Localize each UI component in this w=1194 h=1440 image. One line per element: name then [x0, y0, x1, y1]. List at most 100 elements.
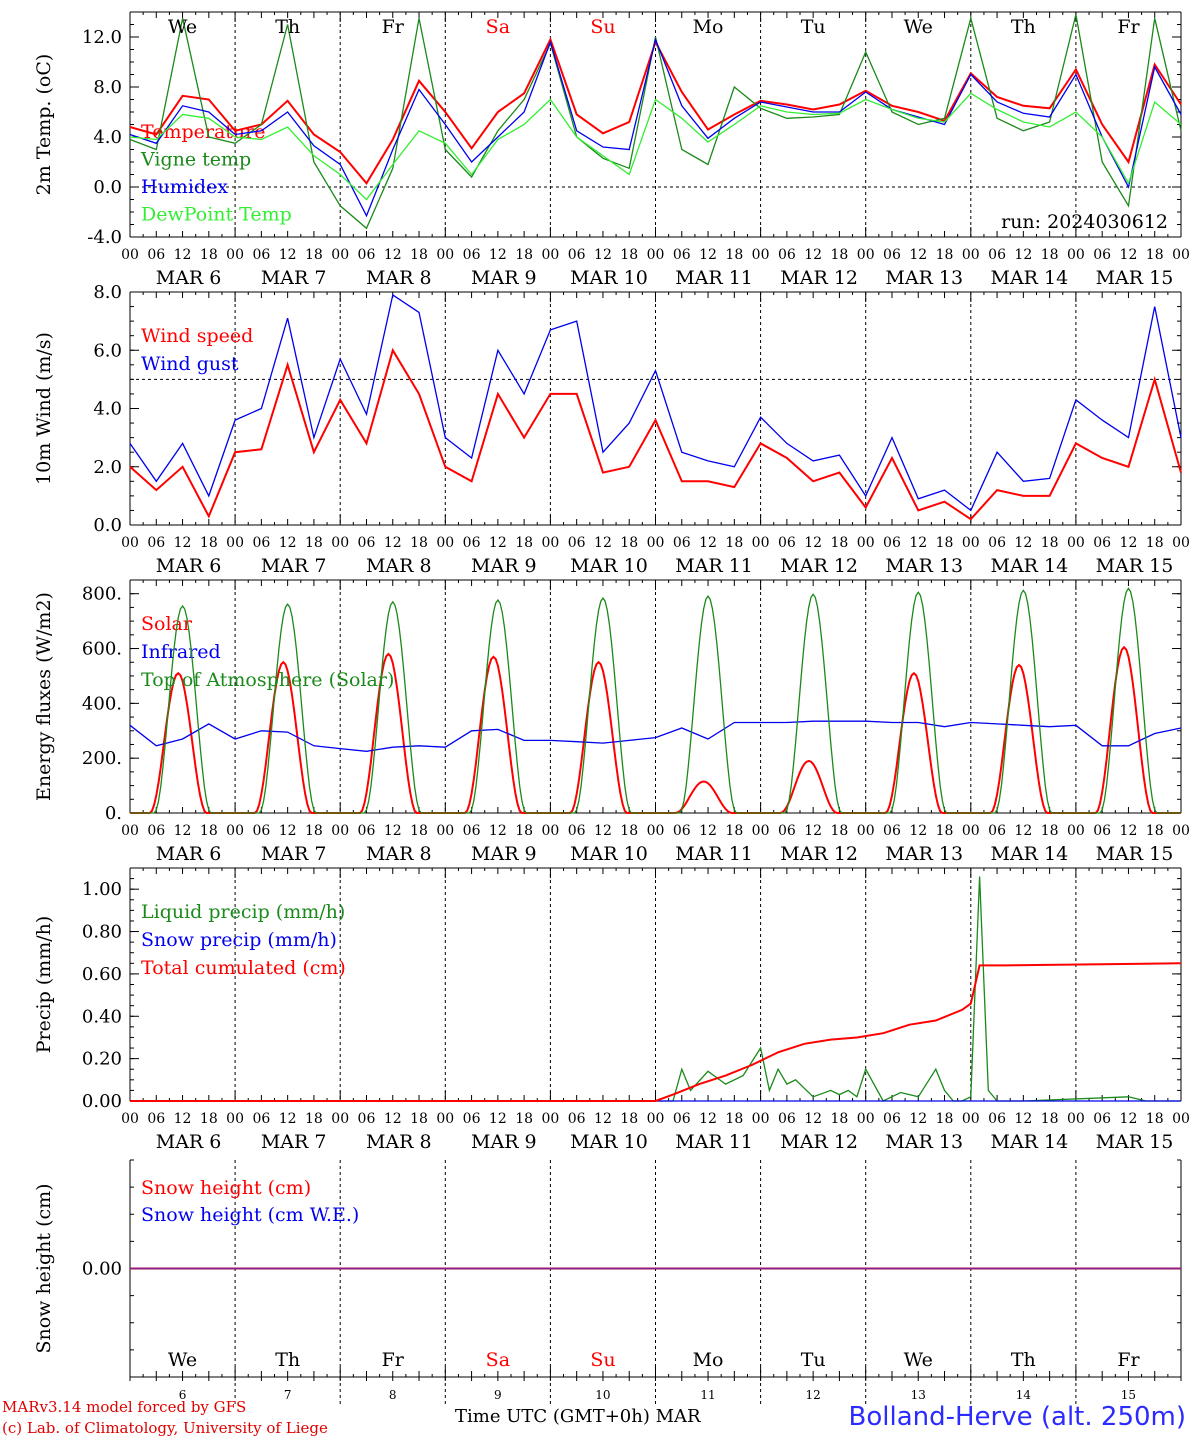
- date-label: MAR 7: [261, 1131, 327, 1153]
- hour-tick-label: 06: [463, 823, 481, 839]
- hour-tick-label: 18: [200, 247, 218, 263]
- hour-tick-label: 06: [673, 535, 691, 551]
- date-label: MAR 6: [156, 267, 222, 289]
- hour-tick-label: 12: [279, 823, 297, 839]
- hour-tick-label: 18: [725, 247, 743, 263]
- hour-tick-label: 18: [1146, 535, 1164, 551]
- legend-entry: Top of Atmosphere (Solar): [141, 669, 394, 691]
- hour-tick-label: 12: [174, 1111, 192, 1127]
- series-line-wind-speed: [129, 347, 1182, 521]
- date-label: MAR 10: [570, 555, 648, 577]
- legend-entry: Temperature: [141, 121, 265, 143]
- hour-tick-label: 06: [778, 823, 796, 839]
- hour-tick-label: 12: [384, 535, 402, 551]
- hour-tick-label: 18: [1041, 247, 1059, 263]
- date-label: MAR 9: [471, 843, 537, 865]
- hour-tick-label: 00: [436, 823, 454, 839]
- hour-tick-label: 18: [831, 247, 849, 263]
- weekday-label-bottom: We: [904, 1349, 933, 1371]
- y-tick-label: 4.0: [93, 127, 122, 148]
- date-label: MAR 8: [366, 267, 432, 289]
- y-tick-label: 200.: [82, 748, 122, 769]
- weekday-label-top: Th: [1011, 16, 1036, 38]
- legend-entry: Infrared: [141, 641, 221, 663]
- hour-tick-label: 18: [620, 823, 638, 839]
- hour-tick-label: 00: [752, 1111, 770, 1127]
- hour-tick-label: 12: [804, 823, 822, 839]
- hour-tick-label: 12: [1014, 535, 1032, 551]
- hour-tick-label: 18: [725, 1111, 743, 1127]
- hour-tick-label: 00: [857, 1111, 875, 1127]
- y-tick-label: 0.00: [82, 1091, 122, 1112]
- hour-tick-label: 18: [200, 823, 218, 839]
- date-label: MAR 8: [366, 1131, 432, 1153]
- hour-tick-label: 12: [909, 823, 927, 839]
- y-tick-label: 8.0: [93, 282, 122, 303]
- hour-tick-label: 00: [1172, 535, 1190, 551]
- date-label: MAR 7: [261, 267, 327, 289]
- hour-tick-label: 18: [725, 823, 743, 839]
- y-tick-label: 0.60: [82, 964, 122, 985]
- y-tick-label: 400.: [82, 693, 122, 714]
- day-number-label: 14: [1016, 1388, 1032, 1402]
- hour-tick-label: 12: [489, 535, 507, 551]
- date-label: MAR 13: [885, 555, 963, 577]
- hour-tick-label: 06: [988, 823, 1006, 839]
- hour-tick-label: 18: [831, 823, 849, 839]
- hour-tick-label: 12: [1014, 247, 1032, 263]
- station-label: Bolland-Herve (alt. 250m): [848, 1402, 1187, 1432]
- hour-tick-label: 18: [831, 535, 849, 551]
- hour-tick-label: 06: [463, 1111, 481, 1127]
- y-axis-label: 2m Temp. (oC): [33, 54, 55, 196]
- hour-tick-label: 12: [174, 247, 192, 263]
- hour-tick-label: 18: [515, 535, 533, 551]
- hour-tick-label: 00: [1067, 1111, 1085, 1127]
- weekday-label-top: We: [904, 16, 933, 38]
- hour-tick-label: 00: [647, 1111, 665, 1127]
- hour-tick-label: 06: [568, 247, 586, 263]
- y-tick-label: 0.0: [93, 515, 122, 536]
- hour-tick-label: 12: [804, 535, 822, 551]
- legend-entry: Liquid precip (mm/h): [141, 901, 345, 923]
- hour-tick-label: 00: [226, 1111, 244, 1127]
- hour-tick-label: 12: [279, 1111, 297, 1127]
- hour-tick-label: 12: [1120, 1111, 1138, 1127]
- y-tick-label: 600.: [82, 639, 122, 660]
- hour-tick-label: 00: [1172, 247, 1190, 263]
- hour-tick-label: 18: [620, 1111, 638, 1127]
- hour-tick-label: 00: [752, 247, 770, 263]
- hour-tick-label: 06: [988, 535, 1006, 551]
- y-tick-label: 0.00: [82, 1259, 122, 1280]
- hour-tick-label: 12: [1120, 823, 1138, 839]
- panel-precip: 0.00 0.20 0.40 0.60 0.80 1.00 Precip (mm/h) 00 0…: [33, 867, 1190, 1153]
- date-label: MAR 14: [990, 267, 1068, 289]
- date-label: MAR 9: [471, 1131, 537, 1153]
- hour-tick-label: 06: [568, 823, 586, 839]
- hour-tick-label: 00: [226, 535, 244, 551]
- hour-tick-label: 00: [541, 823, 559, 839]
- hour-tick-label: 00: [121, 1111, 139, 1127]
- y-tick-label: 2.0: [93, 457, 122, 478]
- hour-tick-label: 12: [594, 823, 612, 839]
- hour-tick-label: 00: [436, 247, 454, 263]
- day-number-label: 10: [595, 1388, 610, 1402]
- date-label: MAR 13: [885, 843, 963, 865]
- hour-tick-label: 12: [1014, 1111, 1032, 1127]
- hour-tick-label: 18: [305, 247, 323, 263]
- day-number-label: 15: [1121, 1388, 1136, 1402]
- y-tick-label: 12.0: [82, 27, 122, 48]
- date-label: MAR 10: [570, 1131, 648, 1153]
- hour-tick-label: 06: [673, 247, 691, 263]
- hour-tick-label: 00: [331, 247, 349, 263]
- weekday-label-bottom: Fr: [382, 1349, 405, 1371]
- day-number-label: 6: [179, 1388, 187, 1402]
- weekday-label-bottom: We: [168, 1349, 197, 1371]
- weekday-label-top: Fr: [1117, 16, 1140, 38]
- hour-tick-label: 06: [252, 823, 270, 839]
- panel-snow: 0.00 Snow height (cm) Snow height (cm) Snow…: [33, 1159, 1182, 1378]
- legend-entry: Total cumulated (cm): [141, 957, 346, 979]
- weekday-label-top: Sa: [486, 16, 510, 38]
- weekday-label-top: Fr: [382, 16, 405, 38]
- legend-entry: Snow height (cm W.E.): [141, 1204, 359, 1226]
- hour-tick-label: 12: [174, 535, 192, 551]
